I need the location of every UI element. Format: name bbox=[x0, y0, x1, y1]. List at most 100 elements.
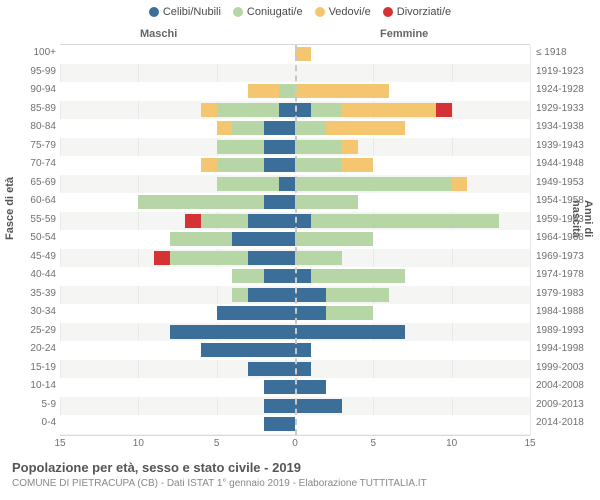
birth-year-label: 1964-1968 bbox=[536, 229, 596, 248]
x-tick-label: 15 bbox=[54, 438, 65, 449]
birth-year-label: 1979-1983 bbox=[536, 285, 596, 304]
age-label: 60-64 bbox=[8, 192, 56, 211]
header-males: Maschi bbox=[140, 28, 177, 40]
bar-segment-male-cel bbox=[264, 121, 295, 135]
bar-segment-male-con bbox=[217, 177, 280, 191]
bar-segment-male-con bbox=[279, 84, 295, 98]
legend-label: Vedovi/e bbox=[329, 6, 371, 18]
bar-segment-male-cel bbox=[264, 269, 295, 283]
bar-segment-male-cel bbox=[248, 362, 295, 376]
x-tick-label: 5 bbox=[371, 438, 377, 449]
bar-segment-female-cel bbox=[295, 362, 311, 376]
bar-segment-male-cel bbox=[170, 325, 295, 339]
bar-segment-male-con bbox=[217, 103, 280, 117]
birth-year-label: 2004-2008 bbox=[536, 377, 596, 396]
age-label: 95-99 bbox=[8, 63, 56, 82]
x-tick-label: 5 bbox=[214, 438, 220, 449]
bar-segment-female-cel bbox=[295, 380, 326, 394]
bar-segment-male-con bbox=[217, 158, 264, 172]
birth-year-label: 2014-2018 bbox=[536, 414, 596, 433]
bar-segment-male-cel bbox=[248, 288, 295, 302]
bar-segment-male-cel bbox=[264, 399, 295, 413]
bar-segment-male-cel bbox=[264, 140, 295, 154]
bar-segment-male-cel bbox=[264, 158, 295, 172]
bar-segment-male-con bbox=[232, 121, 263, 135]
bar-segment-female-con bbox=[295, 121, 326, 135]
bar-segment-female-ved bbox=[342, 140, 358, 154]
population-pyramid-chart: Celibi/Nubili Coniugati/e Vedovi/e Divorzia… bbox=[0, 0, 600, 500]
bar-segment-female-ved bbox=[342, 103, 436, 117]
birth-year-label: 1984-1988 bbox=[536, 303, 596, 322]
bar-segment-female-cel bbox=[295, 214, 311, 228]
birth-year-label: 1934-1938 bbox=[536, 118, 596, 137]
birth-year-label: 1929-1933 bbox=[536, 100, 596, 119]
bar-segment-female-cel bbox=[295, 399, 342, 413]
header-females: Femmine bbox=[380, 28, 428, 40]
legend-item: Celibi/Nubili bbox=[149, 6, 221, 18]
bar-segment-female-cel bbox=[295, 325, 405, 339]
birth-year-label: 1924-1928 bbox=[536, 81, 596, 100]
bar-segment-male-cel bbox=[217, 306, 295, 320]
bar-segment-male-con bbox=[232, 288, 248, 302]
legend-label: Coniugati/e bbox=[247, 6, 303, 18]
legend-item: Coniugati/e bbox=[233, 6, 303, 18]
bar-segment-female-con bbox=[311, 214, 499, 228]
age-label: 35-39 bbox=[8, 285, 56, 304]
center-line bbox=[295, 45, 297, 435]
bar-segment-male-cel bbox=[264, 417, 295, 431]
bar-segment-male-ved bbox=[201, 158, 217, 172]
age-label: 30-34 bbox=[8, 303, 56, 322]
bar-segment-female-con bbox=[295, 177, 452, 191]
age-label: 90-94 bbox=[8, 81, 56, 100]
legend-swatch bbox=[233, 7, 243, 17]
age-label: 55-59 bbox=[8, 211, 56, 230]
bar-segment-male-con bbox=[232, 269, 263, 283]
birth-year-label: 1939-1943 bbox=[536, 137, 596, 156]
bar-segment-female-cel bbox=[295, 343, 311, 357]
age-label: 75-79 bbox=[8, 137, 56, 156]
birth-year-label: 1999-2003 bbox=[536, 359, 596, 378]
bar-segment-male-cel bbox=[264, 195, 295, 209]
x-tick-label: 10 bbox=[133, 438, 144, 449]
age-label: 65-69 bbox=[8, 174, 56, 193]
bar-segment-female-con bbox=[295, 158, 342, 172]
age-label: 50-54 bbox=[8, 229, 56, 248]
bar-segment-female-ved bbox=[295, 84, 389, 98]
bar-segment-female-cel bbox=[295, 288, 326, 302]
bar-segment-male-cel bbox=[264, 380, 295, 394]
plot-area bbox=[60, 44, 530, 436]
bar-segment-male-cel bbox=[232, 232, 295, 246]
legend-item: Vedovi/e bbox=[315, 6, 371, 18]
bar-segment-female-ved bbox=[326, 121, 404, 135]
age-label: 15-19 bbox=[8, 359, 56, 378]
age-label: 5-9 bbox=[8, 396, 56, 415]
chart-subtitle: COMUNE DI PIETRACUPA (CB) - Dati ISTAT 1… bbox=[12, 478, 427, 489]
bar-segment-female-cel bbox=[295, 103, 311, 117]
birth-year-label: 1919-1923 bbox=[536, 63, 596, 82]
gridline bbox=[530, 45, 531, 435]
bar-segment-male-ved bbox=[217, 121, 233, 135]
bar-segment-female-ved bbox=[342, 158, 373, 172]
x-tick-label: 0 bbox=[292, 438, 298, 449]
age-label: 40-44 bbox=[8, 266, 56, 285]
age-label: 80-84 bbox=[8, 118, 56, 137]
x-axis-ticks: 15105051015 bbox=[60, 438, 530, 452]
bar-segment-female-con bbox=[295, 251, 342, 265]
bar-segment-female-con bbox=[311, 103, 342, 117]
age-label: 20-24 bbox=[8, 340, 56, 359]
bar-segment-male-ved bbox=[201, 103, 217, 117]
bar-segment-male-div bbox=[154, 251, 170, 265]
bar-segment-female-con bbox=[295, 140, 342, 154]
birth-year-label: 1959-1963 bbox=[536, 211, 596, 230]
age-label: 85-89 bbox=[8, 100, 56, 119]
birth-year-label: 1974-1978 bbox=[536, 266, 596, 285]
birth-year-label: 1949-1953 bbox=[536, 174, 596, 193]
chart-title: Popolazione per età, sesso e stato civil… bbox=[12, 460, 301, 475]
birth-year-label: 2009-2013 bbox=[536, 396, 596, 415]
bar-segment-female-div bbox=[436, 103, 452, 117]
legend-swatch bbox=[315, 7, 325, 17]
bar-segment-female-cel bbox=[295, 306, 326, 320]
legend-item: Divorziati/e bbox=[383, 6, 451, 18]
bar-segment-female-con bbox=[295, 195, 358, 209]
bar-segment-female-cel bbox=[295, 269, 311, 283]
